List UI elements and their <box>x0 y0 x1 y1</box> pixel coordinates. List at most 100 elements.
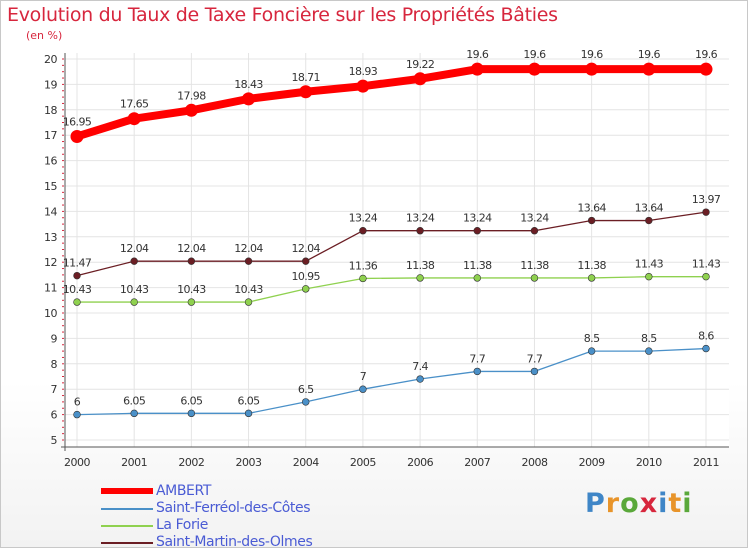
y-axis-unit: (en %) <box>26 29 63 42</box>
data-point <box>645 347 653 355</box>
data-point <box>473 227 481 235</box>
x-tick-label: 2003 <box>236 456 262 469</box>
chart-title: Evolution du Taux de Taxe Foncière sur l… <box>7 4 558 26</box>
y-tick-label: 9 <box>51 332 58 345</box>
series-line-0 <box>73 65 710 141</box>
logo-letter: o <box>620 488 640 519</box>
data-label: 18.93 <box>349 65 378 78</box>
data-label: 17.98 <box>177 89 206 102</box>
data-label: 11.38 <box>520 259 549 272</box>
x-tick-label: 2008 <box>521 456 547 469</box>
data-label: 19.6 <box>466 48 489 61</box>
data-label: 7.7 <box>469 352 485 365</box>
y-tick-label: 19 <box>44 78 57 91</box>
y-tick-label: 17 <box>44 129 57 142</box>
data-label: 8.5 <box>584 332 600 345</box>
data-label: 13.24 <box>463 212 492 225</box>
data-label: 12.04 <box>120 242 149 255</box>
x-tick-label: 2004 <box>293 456 319 469</box>
data-label: 19.6 <box>581 48 604 61</box>
data-label: 6.05 <box>180 394 203 407</box>
data-point <box>470 62 484 76</box>
legend-label-ambert: AMBERT <box>156 483 211 499</box>
data-point <box>587 216 596 225</box>
legend-label-saint-ferreol: Saint-Ferréol-des-Côtes <box>156 500 311 516</box>
y-tick-label: 15 <box>44 180 57 193</box>
data-label: 10.95 <box>291 270 320 283</box>
x-tick-label: 2005 <box>350 456 376 469</box>
series-line-3 <box>76 211 707 277</box>
data-point <box>184 103 198 117</box>
data-label: 7.7 <box>527 352 543 365</box>
data-point <box>130 257 138 265</box>
legend-swatch-ambert <box>101 488 153 494</box>
data-label: 11.47 <box>63 257 92 270</box>
data-point <box>530 227 539 235</box>
logo-letter: P <box>585 488 606 519</box>
data-point <box>413 72 427 86</box>
data-point <box>302 398 310 406</box>
data-point <box>242 92 256 106</box>
y-tick-label: 14 <box>44 205 57 218</box>
data-point <box>416 274 424 282</box>
data-label: 7 <box>360 370 367 383</box>
data-label: 11.43 <box>692 258 721 271</box>
data-point <box>244 257 253 265</box>
data-label: 6.05 <box>123 394 146 407</box>
x-tick-label: 2007 <box>464 456 490 469</box>
data-label: 10.43 <box>234 283 263 296</box>
data-point <box>130 409 138 418</box>
data-label: 12.04 <box>291 242 320 255</box>
data-label: 13.64 <box>635 202 664 215</box>
data-label: 12.04 <box>234 242 263 255</box>
data-label: 10.43 <box>177 283 206 296</box>
data-point <box>530 274 539 282</box>
data-point <box>702 272 710 281</box>
data-point <box>302 285 310 293</box>
data-label: 16.95 <box>63 115 92 128</box>
logo-letter: r <box>605 488 621 519</box>
data-label: 18.71 <box>291 71 320 84</box>
legend-label-saint-martin: Saint-Martin-des-Olmes <box>156 534 313 550</box>
y-tick-label: 7 <box>51 383 58 396</box>
x-tick-label: 2010 <box>636 456 662 469</box>
data-label: 11.38 <box>463 259 492 272</box>
data-point <box>73 271 81 280</box>
data-point <box>127 112 141 126</box>
y-tick-label: 13 <box>44 231 57 244</box>
data-point <box>416 375 424 383</box>
data-label: 8.5 <box>641 332 657 345</box>
data-point <box>473 274 481 282</box>
data-point <box>70 129 84 143</box>
data-label: 13.97 <box>692 193 721 206</box>
data-point <box>302 257 310 265</box>
data-point <box>587 274 596 282</box>
y-tick-label: 18 <box>44 104 57 117</box>
data-label: 7.4 <box>412 360 428 373</box>
data-label: 19.22 <box>406 58 435 71</box>
data-label: 8.6 <box>698 330 714 343</box>
proxiti-logo: Proxiti <box>585 488 693 519</box>
data-label: 10.43 <box>63 283 92 296</box>
y-tick-label: 6 <box>51 409 58 422</box>
data-label: 13.24 <box>349 212 378 225</box>
logo-letter: i <box>658 488 669 519</box>
data-point <box>244 298 253 306</box>
legend-label-la-forie: La Forie <box>156 517 209 533</box>
data-point <box>359 227 367 235</box>
data-point <box>356 79 370 93</box>
x-tick-label: 2011 <box>693 456 719 469</box>
data-point <box>130 298 138 306</box>
data-point <box>359 274 367 283</box>
data-point <box>299 85 313 99</box>
y-tick-label: 16 <box>44 155 57 168</box>
data-label: 18.43 <box>234 78 263 91</box>
data-label: 19.6 <box>523 48 546 61</box>
data-label: 17.65 <box>120 98 149 111</box>
y-tick-label: 5 <box>51 434 58 447</box>
legend-swatch-la-forie <box>101 525 153 527</box>
data-point <box>527 62 541 76</box>
data-label: 11.38 <box>406 259 435 272</box>
data-label: 6 <box>74 396 81 409</box>
